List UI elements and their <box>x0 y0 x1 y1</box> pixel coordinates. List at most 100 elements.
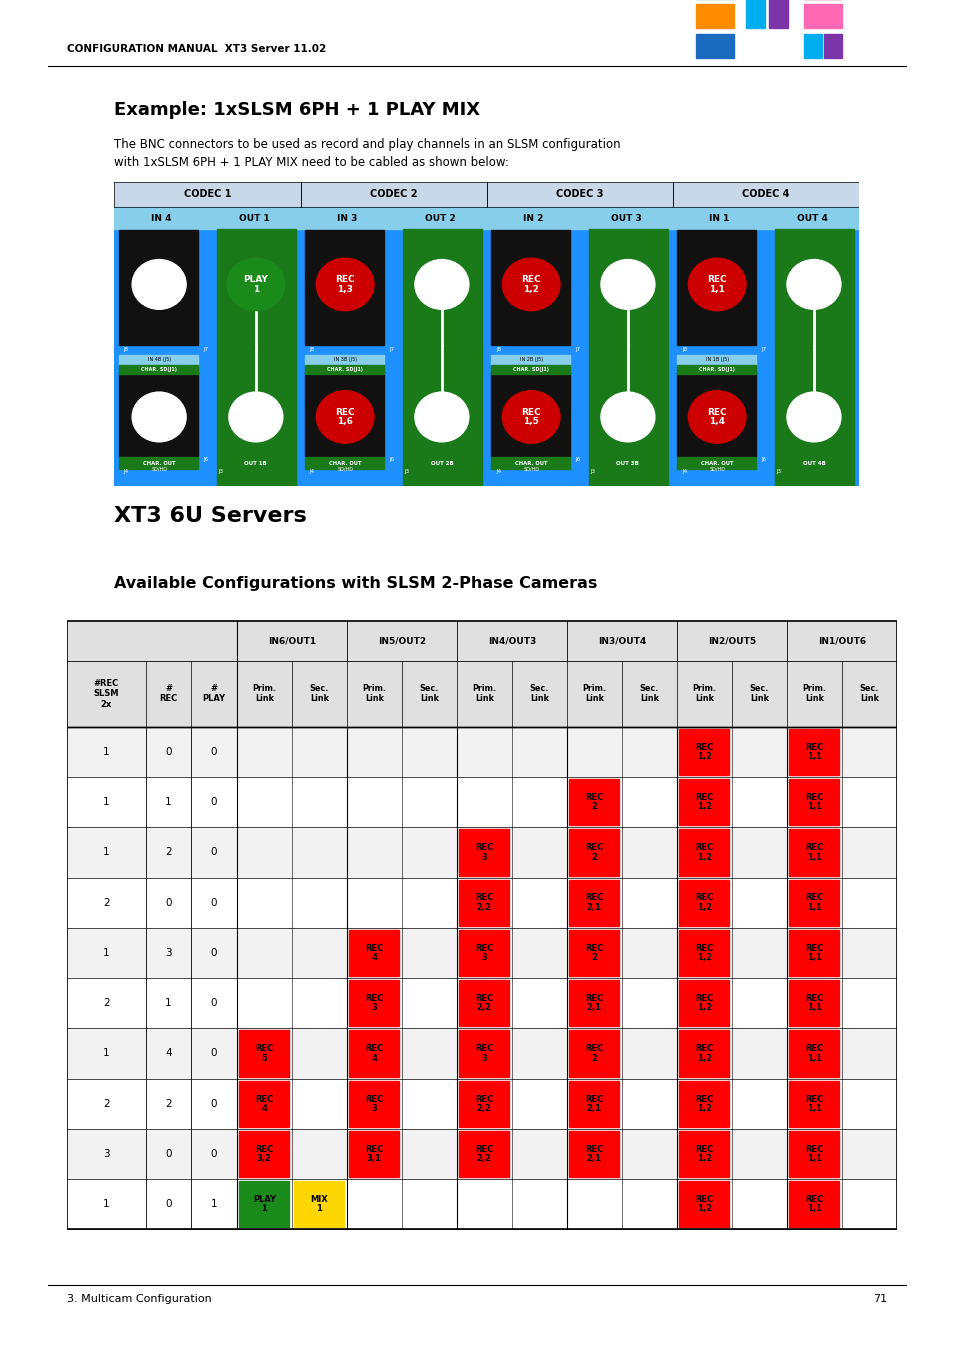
Bar <box>486 182 672 207</box>
Text: IN3/OUT4: IN3/OUT4 <box>598 636 645 645</box>
Text: IN 1: IN 1 <box>708 213 728 223</box>
Ellipse shape <box>600 259 654 309</box>
Text: J3: J3 <box>404 470 410 474</box>
Text: REC
1,2: REC 1,2 <box>695 944 713 963</box>
Bar <box>677 371 756 458</box>
Ellipse shape <box>229 392 282 441</box>
Text: REC
1,4: REC 1,4 <box>707 408 726 427</box>
Text: 0: 0 <box>211 948 217 958</box>
Bar <box>672 207 858 230</box>
Text: 0: 0 <box>211 848 217 857</box>
Bar <box>67 1079 896 1129</box>
Bar <box>788 980 839 1026</box>
Bar <box>459 1030 509 1077</box>
Ellipse shape <box>688 258 745 311</box>
Text: REC
1,2: REC 1,2 <box>695 743 713 761</box>
Text: REC
1,1: REC 1,1 <box>804 994 822 1012</box>
Text: J4: J4 <box>496 470 500 474</box>
Text: IN 4B (J5): IN 4B (J5) <box>148 358 171 362</box>
Text: REC
1,5: REC 1,5 <box>521 408 540 427</box>
Ellipse shape <box>504 392 558 441</box>
Bar <box>491 458 570 470</box>
Bar <box>774 230 853 486</box>
Ellipse shape <box>504 259 558 309</box>
Text: CHAR. OUT: CHAR. OUT <box>143 462 175 466</box>
Text: OUT 1B: OUT 1B <box>244 462 267 466</box>
Text: MIX
1: MIX 1 <box>311 1195 328 1214</box>
Bar <box>402 230 481 486</box>
Text: REC
1,1: REC 1,1 <box>804 1195 822 1214</box>
Bar <box>239 1181 289 1227</box>
Text: REC
2: REC 2 <box>584 844 603 861</box>
Text: Prim.
Link: Prim. Link <box>692 684 716 703</box>
Bar <box>788 1030 839 1077</box>
Bar <box>768 0 787 28</box>
Ellipse shape <box>316 258 374 311</box>
Text: REC
1,6: REC 1,6 <box>335 408 355 427</box>
Bar <box>788 779 839 825</box>
Text: CODEC 1: CODEC 1 <box>184 189 231 200</box>
Text: CHAR. OUT: CHAR. OUT <box>329 462 361 466</box>
Text: OUT 2: OUT 2 <box>424 213 455 223</box>
Bar <box>677 231 756 346</box>
Text: XT3 6U Servers: XT3 6U Servers <box>114 506 307 526</box>
Text: IN6/OUT1: IN6/OUT1 <box>268 636 315 645</box>
Text: REC
1,1: REC 1,1 <box>804 844 822 861</box>
Text: REC
1,1: REC 1,1 <box>804 894 822 911</box>
Bar <box>679 980 728 1026</box>
Text: REC
2,1: REC 2,1 <box>584 994 603 1012</box>
Text: J3: J3 <box>776 470 781 474</box>
Ellipse shape <box>132 259 186 309</box>
Text: 0: 0 <box>211 796 217 807</box>
Text: REC
2: REC 2 <box>584 944 603 963</box>
Text: SD/HD: SD/HD <box>522 466 538 471</box>
Text: REC
1,1: REC 1,1 <box>804 792 822 811</box>
Bar <box>788 879 839 926</box>
Bar <box>696 34 734 58</box>
Text: REC
2: REC 2 <box>584 1045 603 1062</box>
Bar <box>305 364 384 374</box>
Bar <box>679 1080 728 1127</box>
Text: 0: 0 <box>211 1149 217 1160</box>
Text: SD/HD: SD/HD <box>151 466 167 471</box>
Text: OUT 4B: OUT 4B <box>801 462 824 466</box>
Text: REC
1,2: REC 1,2 <box>695 844 713 861</box>
Text: CODEC 4: CODEC 4 <box>741 189 788 200</box>
Text: J8: J8 <box>310 347 314 352</box>
Bar <box>588 230 667 486</box>
Bar <box>67 927 896 977</box>
Text: J8: J8 <box>681 347 686 352</box>
Text: REC
3: REC 3 <box>475 844 493 861</box>
Text: REC
2,1: REC 2,1 <box>584 1145 603 1164</box>
Bar <box>679 1131 728 1177</box>
Text: REC
3: REC 3 <box>475 1045 493 1062</box>
Text: Sec.
Link: Sec. Link <box>419 684 438 703</box>
Text: #
PLAY: # PLAY <box>202 684 226 703</box>
Bar <box>119 355 198 364</box>
Bar <box>300 182 486 207</box>
Bar <box>679 930 728 976</box>
Bar <box>349 1030 399 1077</box>
Bar <box>459 930 509 976</box>
Text: 0: 0 <box>211 898 217 907</box>
Bar <box>114 182 300 207</box>
Text: REC
1,1: REC 1,1 <box>804 1145 822 1164</box>
Bar <box>305 458 384 470</box>
Text: 3. Multicam Configuration: 3. Multicam Configuration <box>67 1293 212 1304</box>
Ellipse shape <box>227 258 284 311</box>
Bar <box>803 34 821 58</box>
Text: REC
3,1: REC 3,1 <box>365 1145 383 1164</box>
Ellipse shape <box>786 259 840 309</box>
Text: 0: 0 <box>165 1199 172 1210</box>
Bar <box>239 1030 289 1077</box>
Bar <box>459 980 509 1026</box>
Ellipse shape <box>786 392 840 441</box>
Ellipse shape <box>229 259 282 309</box>
Bar <box>459 879 509 926</box>
Bar <box>677 458 756 470</box>
Bar <box>679 729 728 775</box>
Bar <box>569 879 618 926</box>
Text: CHAR. SD(J1): CHAR. SD(J1) <box>141 367 177 373</box>
Text: 3: 3 <box>165 948 172 958</box>
Bar <box>677 355 756 364</box>
